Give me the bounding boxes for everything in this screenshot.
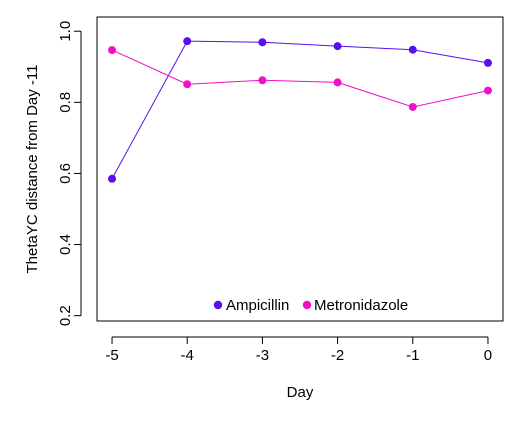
legend-marker-ampicillin bbox=[213, 300, 223, 310]
data-point-ampicillin bbox=[183, 37, 192, 46]
y-tick-label: 0.8 bbox=[57, 92, 74, 113]
x-tick-label: -1 bbox=[406, 347, 419, 364]
y-axis: 0.2 0.4 0.6 0.8 1.0 bbox=[57, 21, 82, 326]
data-point-metronidazole bbox=[108, 46, 117, 55]
legend-label-metronidazole: Metronidazole bbox=[314, 297, 408, 314]
data-point-metronidazole bbox=[333, 78, 342, 87]
series-line-metronidazole bbox=[111, 49, 489, 108]
data-point-metronidazole bbox=[258, 76, 267, 85]
series-line-ampicillin bbox=[111, 40, 489, 180]
data-point-metronidazole bbox=[183, 80, 192, 89]
legend-marker-metronidazole bbox=[302, 300, 312, 310]
plot-frame bbox=[96, 16, 504, 322]
data-point-metronidazole bbox=[483, 86, 492, 95]
legend-label-ampicillin: Ampicillin bbox=[226, 297, 289, 314]
y-tick-label: 0.4 bbox=[57, 234, 74, 255]
data-point-ampicillin bbox=[258, 38, 267, 47]
data-point-ampicillin bbox=[108, 174, 117, 183]
x-tick-label: -2 bbox=[331, 347, 344, 364]
data-point-metronidazole bbox=[408, 102, 417, 111]
x-axis-title: Day bbox=[287, 384, 314, 401]
data-point-ampicillin bbox=[483, 58, 492, 67]
x-tick-label: -5 bbox=[105, 347, 118, 364]
x-tick-label: 0 bbox=[484, 347, 492, 364]
data-point-ampicillin bbox=[333, 42, 342, 51]
x-axis: -5 -4 -3 -2 -1 0 bbox=[105, 336, 492, 364]
y-tick-label: 0.2 bbox=[57, 305, 74, 326]
x-tick-label: -4 bbox=[181, 347, 194, 364]
data-point-ampicillin bbox=[408, 45, 417, 54]
legend: Ampicillin Metronidazole bbox=[213, 297, 408, 314]
y-tick-label: 1.0 bbox=[57, 21, 74, 42]
y-axis-title: ThetaYC distance from Day -11 bbox=[24, 65, 41, 274]
x-tick-label: -3 bbox=[256, 347, 269, 364]
series-layer bbox=[108, 37, 492, 183]
y-tick-label: 0.6 bbox=[57, 163, 74, 184]
